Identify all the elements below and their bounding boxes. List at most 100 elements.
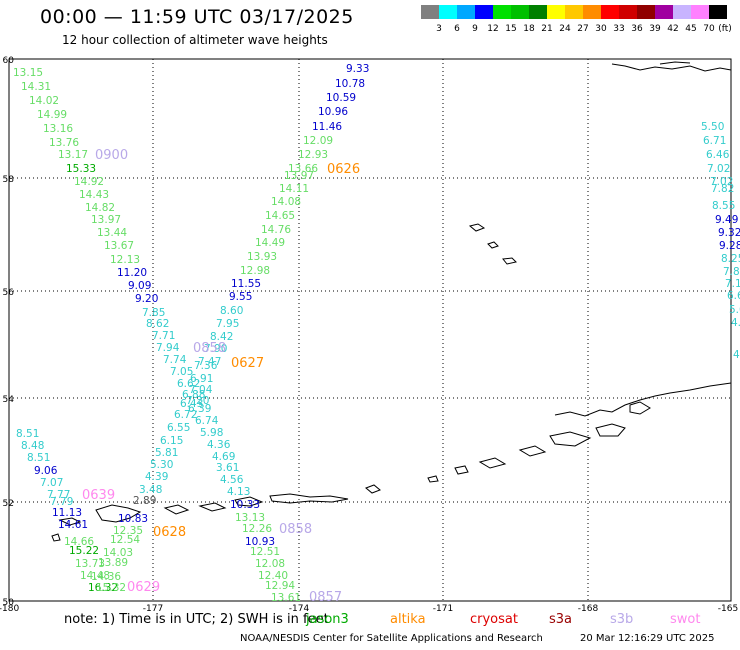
pass-time-label: 0628 (153, 525, 186, 540)
generated-timestamp: 20 Mar 12:16:29 UTC 2025 (580, 633, 715, 644)
longitude-label: -180 (0, 604, 19, 614)
wave-height-value: 14.08 (271, 196, 301, 208)
wave-height-value: 13.44 (97, 227, 127, 239)
legend-label: 3 (436, 24, 442, 34)
wave-height-value: 12.54 (110, 534, 140, 546)
legend-swatch (511, 5, 529, 19)
wave-height-value: 5.63 (729, 304, 740, 316)
wave-height-value: 7.15 (725, 278, 740, 290)
legend-label: 27 (577, 24, 589, 34)
legend-swatch (637, 5, 655, 19)
legend-swatch (601, 5, 619, 19)
satellite-legend-item: jason3 (306, 612, 349, 627)
wave-height-value: 12.26 (242, 523, 272, 535)
wave-height-value: 16.32 (88, 582, 118, 594)
wave-height-value: 8.60 (220, 305, 243, 317)
pass-time-label: 0857 (309, 590, 342, 605)
wave-height-value: 13.73 (75, 558, 105, 570)
legend-swatch (547, 5, 565, 19)
wave-height-value: 7.87 (723, 266, 740, 278)
wave-height-value: 7.05 (170, 366, 193, 378)
wave-height-value: 15.33 (66, 163, 96, 175)
wave-height-value: 14.65 (265, 210, 295, 222)
wave-height-value: 3.48 (139, 484, 162, 496)
coastline (554, 382, 732, 417)
coastline (549, 431, 592, 447)
wave-height-value: 14.92 (74, 176, 104, 188)
longitude-label: -171 (433, 604, 453, 614)
coastline (487, 241, 499, 249)
wave-height-value: 2.89 (133, 495, 156, 507)
wave-height-value: 13.17 (58, 149, 88, 161)
wave-height-value: 8.51 (27, 452, 50, 464)
wave-height-value: 14.76 (261, 224, 291, 236)
wave-height-value: 5.98 (200, 427, 223, 439)
legend-label: (ft) (718, 24, 732, 34)
coastline (478, 457, 507, 469)
map-subtitle: 12 hour collection of altimeter wave hei… (62, 33, 328, 47)
wave-height-value: 8.55 (712, 200, 735, 212)
wave-height-value: 4.56 (220, 474, 244, 486)
wave-height-value: 7.04 (189, 384, 213, 396)
wave-height-value: 6.55 (167, 422, 190, 434)
wave-height-value: 8.62 (146, 318, 169, 330)
wave-height-value: 7.71 (152, 330, 175, 342)
wave-height-value: 4.69 (212, 451, 235, 463)
wave-height-value: 11.20 (117, 267, 147, 279)
wave-height-value: 12.08 (255, 558, 285, 570)
wave-height-value: 13.76 (49, 137, 79, 149)
coastline (163, 504, 190, 515)
coastline (58, 517, 82, 526)
wave-height-value: 11.13 (52, 507, 82, 519)
legend-label: 45 (685, 24, 697, 34)
coastline (427, 475, 439, 483)
wave-height-value: 12.93 (298, 149, 328, 161)
wave-height-value: 13.93 (247, 251, 277, 263)
wave-height-value: 14.11 (279, 183, 309, 195)
wave-height-value: 9.55 (229, 291, 252, 303)
legend-swatch (475, 5, 493, 19)
coastline (51, 533, 61, 542)
latitude-label: 58 (3, 175, 15, 185)
wave-height-value: 7.79 (50, 496, 73, 508)
wave-height-value: 8.25 (721, 253, 740, 265)
wave-height-value: 13.67 (104, 240, 134, 252)
wave-height-value: 13.89 (98, 557, 128, 569)
pass-time-label: 0626 (327, 162, 360, 177)
legend-label: 33 (613, 24, 625, 34)
wave-height-value: 14.66 (64, 536, 94, 548)
wave-height-value: 4.39 (145, 471, 168, 483)
wave-height-value: 9.33 (346, 63, 369, 75)
wave-height-value: 14.61 (58, 519, 88, 531)
wave-height-value: 6.74 (195, 415, 219, 427)
legend-swatch (457, 5, 475, 19)
longitude-label: -177 (143, 604, 163, 614)
coastline (269, 493, 349, 504)
wave-height-value: 7.94 (156, 342, 180, 354)
wave-height-value: 7.77 (47, 489, 70, 501)
wave-height-value: 7.82 (711, 183, 734, 195)
coastline (365, 484, 381, 494)
pass-time-label: 0858 (279, 522, 312, 537)
legend-label: 42 (667, 24, 679, 34)
wave-height-value: 7.47 (198, 356, 221, 368)
wave-height-value: 6.61 (727, 290, 740, 302)
wave-height-value: 7.36 (194, 360, 218, 372)
wave-height-value: 5.30 (150, 459, 173, 471)
wave-height-value: 6.15 (160, 435, 183, 447)
latitude-label: 56 (3, 288, 15, 298)
satellite-legend-item: cryosat (470, 612, 518, 627)
wave-height-value: 11.55 (231, 278, 261, 290)
wave-height-value: 14.03 (103, 547, 133, 559)
coastline (659, 61, 691, 65)
wave-height-value: 6.39 (188, 403, 211, 415)
wave-height-value: 7.02 (710, 176, 733, 188)
wave-height-value: 9.32 (718, 227, 740, 239)
wave-height-value: 14.99 (37, 109, 67, 121)
wave-height-value: 8.48 (21, 440, 44, 452)
coastline (611, 63, 732, 72)
legend-label: 39 (649, 24, 661, 34)
legend-label: 12 (487, 24, 499, 34)
wave-height-value: 7.85 (142, 307, 165, 319)
coastline (234, 496, 264, 507)
